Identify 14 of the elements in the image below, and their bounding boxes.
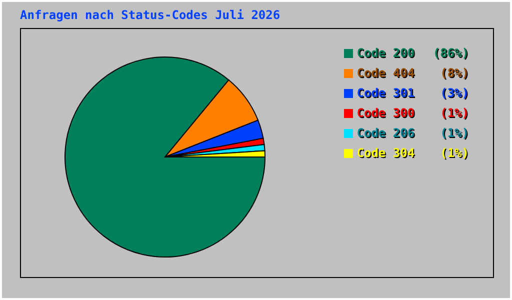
- legend-label: Code 404: [356, 66, 415, 80]
- data-label: (8%): [439, 65, 469, 82]
- pie-slice: [64, 56, 266, 258]
- data-label: (1%): [439, 125, 469, 142]
- legend-label: Code 304: [356, 146, 415, 160]
- chart-title: Anfragen nach Status-Codes Juli 2026: [20, 8, 280, 22]
- data-label: (3%): [439, 85, 469, 102]
- data-label: (1%): [439, 105, 469, 122]
- legend-label: Code 200: [356, 46, 415, 60]
- legend-label: Code 300: [356, 106, 415, 120]
- legend-label: Code 301: [356, 86, 415, 100]
- legend-label: Code 206: [356, 126, 415, 140]
- data-label: (86%): [432, 45, 469, 62]
- data-label: (1%): [439, 145, 469, 162]
